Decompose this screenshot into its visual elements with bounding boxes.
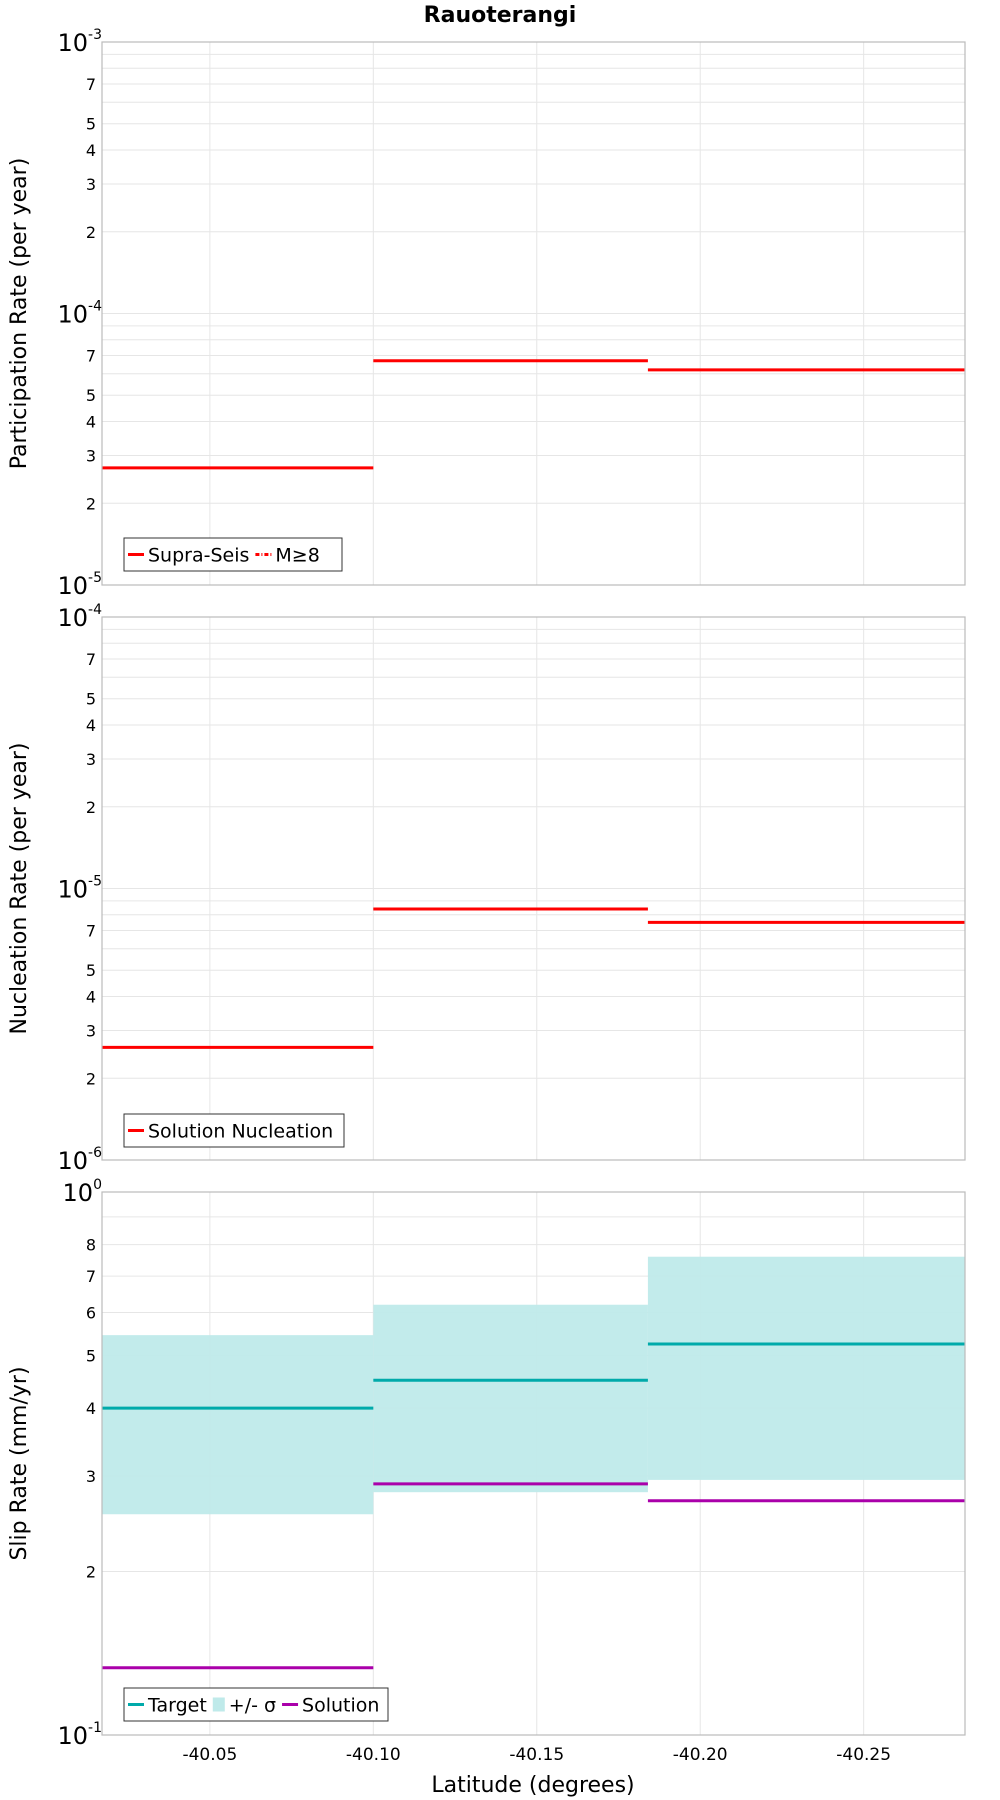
y-tick-base: 10 — [57, 1722, 88, 1750]
y-tick-label-decade: 10-6 — [57, 1145, 102, 1175]
y-tick-label-minor: 8 — [86, 1236, 96, 1255]
plot-frame — [101, 41, 966, 586]
y-axis-label: Participation Rate (per year) — [7, 158, 32, 470]
y-tick-base: 10 — [57, 29, 88, 57]
y-tick-exponent: 0 — [93, 1177, 102, 1193]
legend-swatch — [212, 1697, 225, 1712]
y-tick-label-minor: 3 — [86, 1467, 96, 1486]
y-tick-base: 10 — [57, 604, 88, 632]
plot-frame — [101, 616, 966, 1161]
y-tick-label-minor: 4 — [86, 141, 96, 160]
y-tick-label-minor: 7 — [86, 347, 96, 366]
y-tick-label-minor: 5 — [86, 690, 96, 709]
legend-box — [123, 1113, 345, 1148]
legend: Supra-Seis M≥8 — [123, 537, 343, 572]
legend-box — [123, 537, 343, 572]
sigma-band — [102, 1335, 374, 1515]
legend: Target +/- σ Solution — [123, 1687, 389, 1722]
x-tick-label: -40.10 — [346, 1745, 401, 1765]
legend-label: Solution Nucleation — [148, 1121, 333, 1143]
y-tick-label-minor: 2 — [86, 1069, 96, 1088]
y-tick-label-decade: 10-5 — [57, 874, 102, 904]
legend-box — [123, 1687, 389, 1722]
y-tick-label-minor: 3 — [86, 750, 96, 769]
y-tick-label-minor: 2 — [86, 798, 96, 817]
x-axis: -40.05 -40.10 -40.15 -40.20 -40.25 — [182, 1745, 891, 1765]
y-tick-base: 10 — [57, 1147, 88, 1175]
legend-label: Solution — [302, 1695, 379, 1717]
y-tick-exponent: -5 — [88, 874, 102, 890]
y-tick-label-minor: 7 — [86, 1267, 96, 1286]
y-tick-label-decade: 10-4 — [57, 299, 102, 329]
y-tick-label-minor: 7 — [86, 922, 96, 941]
y-tick-base: 10 — [57, 301, 88, 329]
legend-label: Supra-Seis — [148, 545, 249, 567]
sigma-band — [647, 1256, 965, 1480]
legend-label: +/- σ — [229, 1695, 276, 1717]
legend-label: M≥8 — [275, 545, 319, 567]
legend-label: Target — [147, 1695, 207, 1717]
legend: Solution Nucleation — [123, 1113, 345, 1148]
y-tick-label-minor: 4 — [86, 716, 96, 735]
y-tick-label-minor: 2 — [86, 1563, 96, 1582]
y-tick-label-decade: 100 — [63, 1177, 102, 1207]
x-tick-label: -40.20 — [673, 1745, 728, 1765]
y-tick-label-minor: 3 — [86, 1021, 96, 1040]
sigma-band — [373, 1304, 648, 1493]
y-tick-exponent: -3 — [88, 27, 102, 43]
y-tick-base: 10 — [57, 876, 88, 904]
y-tick-label-minor: 4 — [86, 1399, 96, 1418]
y-tick-label-minor: 3 — [86, 175, 96, 194]
y-tick-label-minor: 4 — [86, 413, 96, 432]
x-axis-label: Latitude (degrees) — [431, 1773, 634, 1798]
y-tick-label-minor: 3 — [86, 446, 96, 465]
x-tick-label: -40.15 — [509, 1745, 564, 1765]
y-tick-exponent: -1 — [88, 1720, 102, 1736]
y-tick-base: 10 — [57, 572, 88, 600]
y-tick-exponent: -6 — [88, 1145, 102, 1161]
plot-frame — [101, 1191, 966, 1736]
y-tick-label-minor: 2 — [86, 223, 96, 242]
y-axis-label: Slip Rate (mm/yr) — [7, 1366, 32, 1560]
y-tick-base: 10 — [63, 1179, 94, 1207]
y-tick-exponent: -4 — [88, 602, 102, 618]
y-tick-exponent: -5 — [88, 570, 102, 586]
y-tick-label-decade: 10-5 — [57, 570, 102, 600]
chart-title: Rauoterangi — [424, 3, 577, 28]
y-tick-label-minor: 6 — [86, 1303, 96, 1322]
y-tick-label-minor: 5 — [86, 1346, 96, 1365]
y-tick-label-decade: 10-3 — [57, 27, 102, 57]
y-tick-label-decade: 10-1 — [57, 1720, 102, 1750]
y-tick-label-minor: 7 — [86, 75, 96, 94]
y-tick-label-minor: 5 — [86, 115, 96, 134]
y-axis-label: Nucleation Rate (per year) — [7, 743, 32, 1035]
y-tick-exponent: -4 — [88, 299, 102, 315]
y-tick-label-minor: 2 — [86, 494, 96, 513]
x-tick-label: -40.05 — [182, 1745, 237, 1765]
y-tick-label-minor: 7 — [86, 650, 96, 669]
y-tick-label-decade: 10-4 — [57, 602, 102, 632]
y-tick-label-minor: 4 — [86, 988, 96, 1007]
y-tick-label-minor: 5 — [86, 386, 96, 405]
y-tick-label-minor: 5 — [86, 961, 96, 980]
x-tick-label: -40.25 — [836, 1745, 891, 1765]
